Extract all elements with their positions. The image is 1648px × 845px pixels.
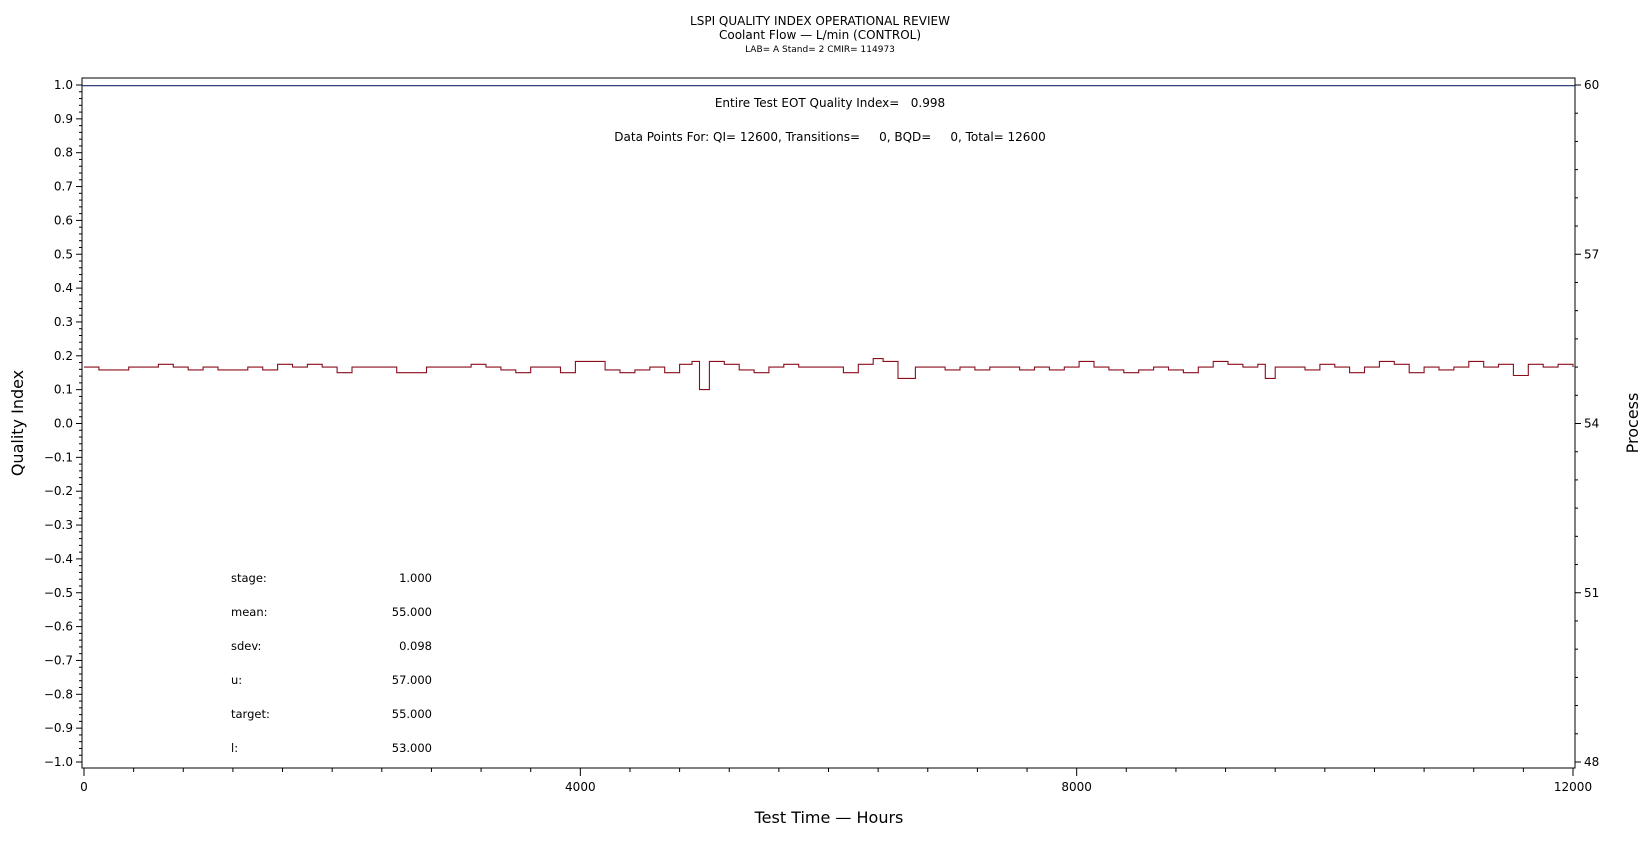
x-axis: 0 4000 8000 12000 (80, 768, 1592, 794)
series-line (84, 358, 1574, 391)
y2-tick-label: 48 (1584, 755, 1599, 769)
y-tick-label: 0.6 (54, 213, 73, 227)
stat-label: sdev: (231, 639, 261, 653)
y-tick-label: −0.6 (44, 620, 73, 634)
y2-tick-label: 60 (1584, 78, 1599, 92)
x-tick-label: 0 (80, 780, 88, 794)
eot-quality-index: Entire Test EOT Quality Index= 0.998 (715, 96, 945, 110)
y-axis-right: 60 57 54 51 48 (1575, 78, 1599, 769)
stat-value: 55.000 (392, 605, 432, 619)
y-tick-label: −0.3 (44, 518, 73, 532)
stat-value: 55.000 (392, 707, 432, 721)
y-tick-label: 0.3 (54, 315, 73, 329)
chart-subtitle: Coolant Flow — L/min (CONTROL) (719, 28, 921, 42)
y-tick-label: −0.4 (44, 552, 73, 566)
stats-block: stage: 1.000 mean: 55.000 sdev: 0.098 u: 57.000… (231, 571, 432, 755)
stat-value: 0.098 (399, 639, 432, 653)
stat-label: stage: (231, 571, 267, 585)
y-tick-label: −1.0 (44, 755, 73, 769)
process-series (84, 358, 1574, 391)
stat-label: target: (231, 707, 270, 721)
chart-subtitle-lab: LAB= A Stand= 2 CMIR= 114973 (745, 45, 895, 55)
y2-tick-label: 57 (1584, 247, 1599, 261)
y-tick-label: 1.0 (54, 78, 73, 92)
y-tick-label: 0.0 (54, 417, 73, 431)
y-tick-label: −0.2 (44, 484, 73, 498)
y-axis-title: Quality Index (8, 370, 27, 476)
x-tick-label: 4000 (565, 780, 596, 794)
y-tick-label: 0.4 (54, 281, 73, 295)
y-tick-label: −0.8 (44, 687, 73, 701)
y-tick-label: 0.9 (54, 112, 73, 126)
y-tick-label: 0.1 (54, 383, 73, 397)
x-axis-title: Test Time — Hours (754, 808, 904, 827)
x-tick-label: 12000 (1554, 780, 1592, 794)
stat-value: 53.000 (392, 741, 432, 755)
y-tick-label: 0.7 (54, 180, 73, 194)
y2-tick-label: 54 (1584, 417, 1599, 431)
y-tick-label: 0.2 (54, 349, 73, 363)
stat-label: mean: (231, 605, 268, 619)
y2-axis-title: Process (1623, 393, 1642, 454)
y-tick-label: −0.5 (44, 586, 73, 600)
y-axis-left: 1.0 0.9 0.8 0.7 0.6 0.5 0.4 0.3 0.2 0.1 0.0 −0.1 −0.… (44, 78, 82, 769)
stat-label: u: (231, 673, 242, 687)
x-tick-label: 8000 (1061, 780, 1092, 794)
data-points-summary: Data Points For: QI= 12600, Transitions=… (614, 130, 1045, 144)
y-tick-label: −0.7 (44, 653, 73, 667)
plot-frame (81, 77, 1576, 769)
y-tick-label: 0.8 (54, 146, 73, 160)
stat-value: 1.000 (399, 571, 432, 585)
y-tick-label: −0.9 (44, 721, 73, 735)
y2-tick-label: 51 (1584, 586, 1599, 600)
chart-title: LSPI QUALITY INDEX OPERATIONAL REVIEW (690, 14, 950, 28)
stat-label: l: (231, 741, 238, 755)
y-tick-label: −0.1 (44, 450, 73, 464)
y-tick-label: 0.5 (54, 247, 73, 261)
stat-value: 57.000 (392, 673, 432, 687)
